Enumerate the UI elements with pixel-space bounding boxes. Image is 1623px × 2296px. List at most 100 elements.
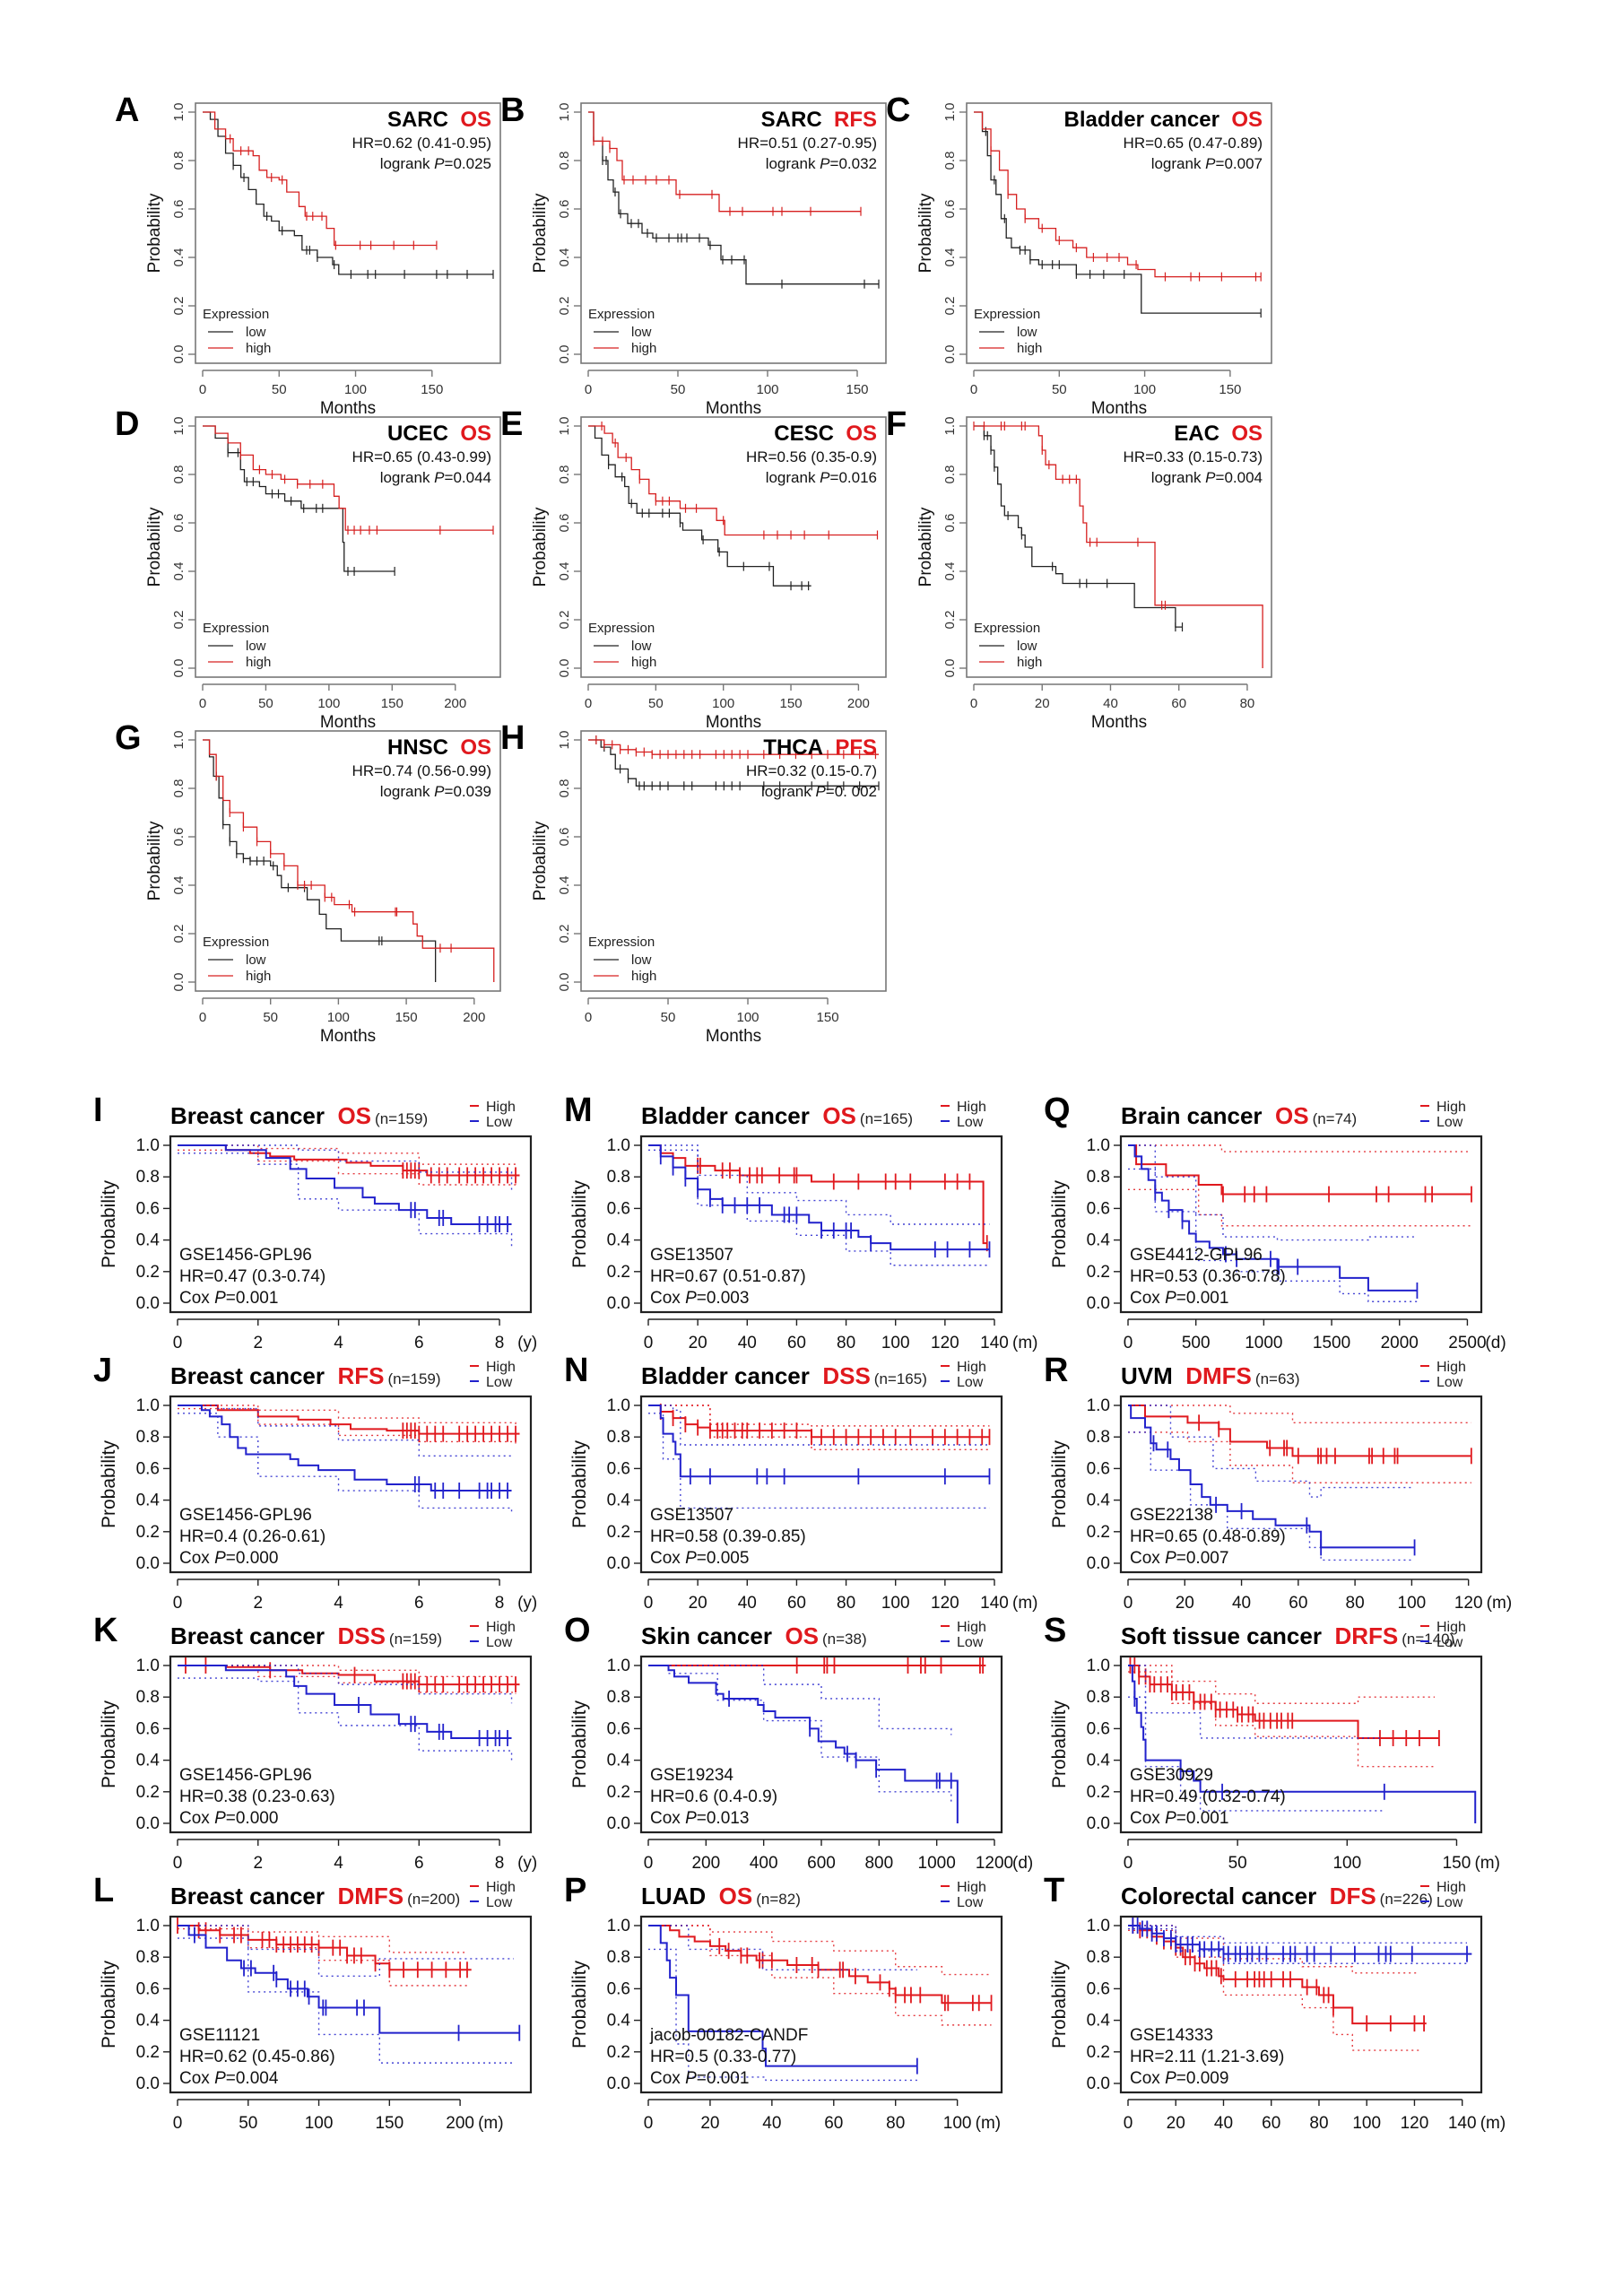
y-tick-label: 1.0: [171, 103, 187, 122]
series-low: [648, 1665, 959, 1823]
ci-upper: [1128, 1925, 1468, 1944]
y-tick-label: 0.0: [607, 1554, 630, 1573]
cohort-label: LUAD: [641, 1883, 706, 1909]
y-axis-label: Probability: [531, 507, 550, 587]
sample-size: (n=159): [375, 1110, 428, 1127]
y-axis: 0.0 0.2 0.4 0.6 0.8 1.0: [1087, 1917, 1121, 2093]
ci-lower: [668, 1673, 952, 1804]
series-high: [178, 1144, 520, 1188]
y-tick-label: 0.2: [557, 297, 572, 316]
chart-svg: 0.0 0.2 0.4 0.6 0.8 1.0 Probability 0 50 100 150 Mo…: [531, 102, 887, 418]
chart-title: Bladder cancer OS (n=165): [641, 1102, 913, 1129]
stat-line: Cox P=0.000: [179, 1809, 278, 1828]
x-tick-label: 0: [970, 696, 977, 711]
y-tick-label: 0.0: [557, 973, 572, 992]
x-unit-label: (m): [1480, 2114, 1506, 2133]
y-tick-label: 0.8: [607, 1168, 630, 1187]
x-axis: 0 20 40 60 80: [970, 683, 1254, 711]
y-axis: 0.0 0.2 0.4 0.6 0.8 1.0: [171, 731, 195, 991]
stat-line: HR=0.65 (0.48-0.89): [1130, 1527, 1286, 1546]
panel-letter: D: [115, 405, 140, 443]
x-tick-label: 1000: [918, 1854, 956, 1873]
x-tick-label: 800: [864, 1854, 893, 1873]
ci-lower: [178, 1413, 513, 1515]
ci-lower: [1128, 1927, 1468, 1964]
x-tick-label: 0: [585, 1010, 592, 1025]
y-tick-label: 0.6: [942, 514, 958, 533]
x-tick-label: 20: [1035, 696, 1050, 711]
y-axis-label: Probability: [916, 193, 935, 273]
x-axis: 0 20 40 60 80 100 120 140: [644, 1318, 1009, 1352]
x-tick-label: 120: [1454, 1594, 1483, 1613]
y-tick-label: 0.0: [136, 2074, 160, 2093]
y-tick-label: 0.6: [136, 1719, 160, 1738]
sample-size: (n=63): [1255, 1370, 1300, 1387]
legend-entry: High: [1436, 1100, 1466, 1115]
plot-frame: [1119, 1915, 1483, 2094]
y-tick-label: 1.0: [557, 103, 572, 122]
sample-size: (n=226): [1380, 1891, 1433, 1908]
y-axis-label: Probability: [531, 821, 550, 900]
series-low: [1128, 1405, 1416, 1561]
x-axis-label: Months: [706, 399, 761, 418]
y-tick-label: 1.0: [171, 731, 187, 750]
x-tick-label: 120: [1401, 2114, 1429, 2133]
plot-frame: [1119, 1655, 1483, 1834]
y-tick-label: 0.8: [1087, 1428, 1110, 1447]
stat-line: logrank P=0.016: [766, 469, 877, 486]
endpoint-label: OS: [785, 1622, 819, 1649]
legend-entry: Low: [957, 1375, 984, 1390]
stat-line: GSE1456-GPL96: [179, 1506, 312, 1525]
stat-line: GSE13507: [650, 1506, 733, 1525]
x-tick-label: 200: [463, 1010, 485, 1025]
endpoint-label: RFS: [337, 1362, 384, 1389]
endpoint-label: DFS: [1330, 1883, 1376, 1909]
series-high: [1128, 1144, 1472, 1227]
chart-title: CESC OS: [774, 422, 877, 446]
y-tick-label: 0.8: [607, 1948, 630, 1967]
panel-letter: L: [93, 1872, 115, 1909]
chart-title: Breast cancer DSS (n=159): [170, 1622, 442, 1649]
x-tick-label: 60: [1262, 2114, 1280, 2133]
x-unit-label: (m): [1012, 1334, 1037, 1352]
series-low: [178, 1144, 513, 1248]
x-tick-label: 500: [1182, 1334, 1211, 1352]
x-tick-label: 100: [317, 696, 340, 711]
stat-line: HR=0.5 (0.33-0.77): [650, 2048, 796, 2066]
sample-size: (n=159): [387, 1370, 440, 1387]
x-tick-label: 50: [258, 696, 273, 711]
y-tick-label: 0.4: [136, 1231, 161, 1250]
y-tick-label: 0.2: [607, 2043, 630, 2062]
x-tick-label: 0: [173, 1854, 183, 1873]
y-axis-label: Probability: [99, 1960, 119, 2048]
x-tick-label: 100: [1398, 1594, 1427, 1613]
ci-upper: [1128, 1405, 1471, 1424]
cohort-label: Breast cancer: [170, 1362, 325, 1389]
x-tick-label: 0: [644, 1334, 654, 1352]
y-tick-label: 0.2: [136, 1263, 160, 1282]
stat-line: logrank P=0.025: [380, 155, 491, 172]
x-tick-label: 100: [881, 1594, 910, 1613]
x-tick-label: 50: [239, 2114, 257, 2133]
y-tick-label: 0.4: [1087, 2012, 1111, 2031]
series-high: [973, 422, 1263, 668]
series-low: [588, 735, 880, 791]
x-tick-label: 50: [671, 382, 686, 397]
x-tick-label: 150: [817, 1010, 839, 1025]
y-tick-label: 0.6: [171, 200, 187, 219]
cohort-label: Colorectal cancer: [1121, 1883, 1316, 1909]
legend-entry: Low: [1436, 1115, 1463, 1130]
chart-svg: 0.0 0.2 0.4 0.6 0.8 1.0 Probability 0 2 4 6 8 (y) Bre…: [99, 1100, 537, 1352]
survival-curve: [178, 1405, 512, 1492]
series-low: [974, 111, 1262, 318]
survival-curve: [1128, 1665, 1477, 1823]
x-tick-label: 100: [305, 2114, 334, 2133]
series-low: [1128, 1918, 1472, 1964]
y-tick-label: 1.0: [942, 417, 958, 436]
y-tick-label: 0.4: [607, 1752, 631, 1770]
legend-entry: Low: [1436, 1895, 1463, 1910]
y-tick-label: 0.0: [607, 1814, 630, 1833]
